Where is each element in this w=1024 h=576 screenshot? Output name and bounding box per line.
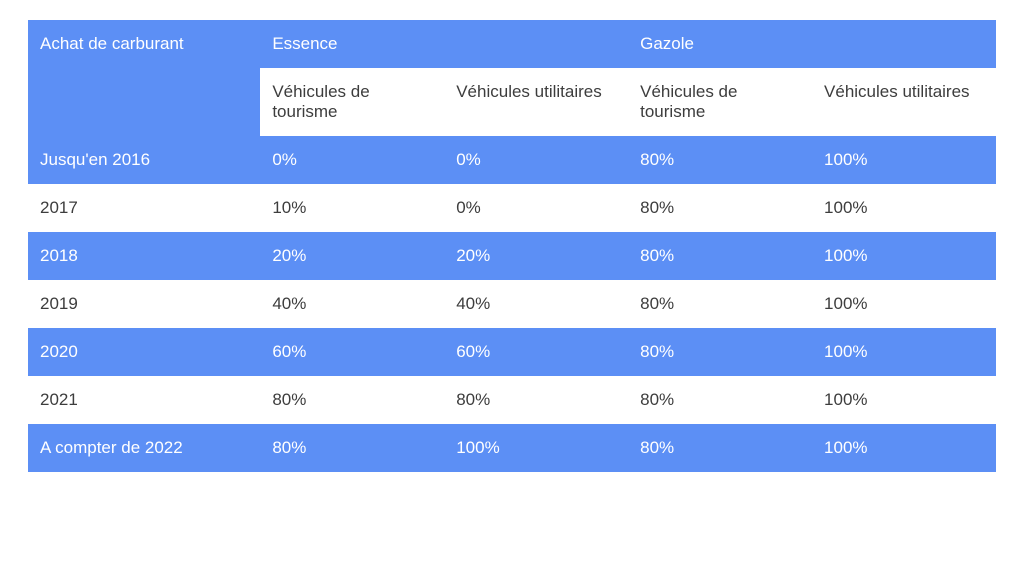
subheader-essence-tourisme: Véhicules de tourisme [260, 68, 444, 136]
table-row: 2021 80% 80% 80% 100% [28, 376, 996, 424]
table-row: 2018 20% 20% 80% 100% [28, 232, 996, 280]
cell-year: A compter de 2022 [28, 424, 260, 472]
cell-value: 80% [628, 376, 812, 424]
cell-value: 80% [628, 232, 812, 280]
cell-year: 2020 [28, 328, 260, 376]
cell-year: 2017 [28, 184, 260, 232]
cell-value: 0% [260, 136, 444, 184]
header-group-gazole: Gazole [628, 20, 996, 68]
header-corner: Achat de carburant [28, 20, 260, 136]
table-row: A compter de 2022 80% 100% 80% 100% [28, 424, 996, 472]
cell-year: 2018 [28, 232, 260, 280]
table-row: 2020 60% 60% 80% 100% [28, 328, 996, 376]
table-header: Achat de carburant Essence Gazole Véhicu… [28, 20, 996, 136]
cell-value: 80% [444, 376, 628, 424]
cell-value: 40% [444, 280, 628, 328]
cell-value: 20% [260, 232, 444, 280]
subheader-gazole-utilitaires: Véhicules utilitaires [812, 68, 996, 136]
cell-value: 80% [628, 328, 812, 376]
cell-value: 100% [444, 424, 628, 472]
cell-value: 0% [444, 136, 628, 184]
subheader-gazole-tourisme: Véhicules de tourisme [628, 68, 812, 136]
cell-value: 100% [812, 376, 996, 424]
cell-value: 20% [444, 232, 628, 280]
cell-year: 2021 [28, 376, 260, 424]
table-row: 2017 10% 0% 80% 100% [28, 184, 996, 232]
cell-value: 60% [444, 328, 628, 376]
cell-value: 80% [260, 424, 444, 472]
subheader-essence-utilitaires: Véhicules utilitaires [444, 68, 628, 136]
header-group-essence: Essence [260, 20, 628, 68]
fuel-tva-table: Achat de carburant Essence Gazole Véhicu… [28, 20, 996, 472]
cell-year: Jusqu'en 2016 [28, 136, 260, 184]
cell-value: 80% [628, 136, 812, 184]
cell-value: 80% [260, 376, 444, 424]
cell-value: 80% [628, 424, 812, 472]
cell-value: 0% [444, 184, 628, 232]
table-row: 2019 40% 40% 80% 100% [28, 280, 996, 328]
cell-value: 100% [812, 184, 996, 232]
cell-year: 2019 [28, 280, 260, 328]
cell-value: 100% [812, 424, 996, 472]
cell-value: 60% [260, 328, 444, 376]
cell-value: 100% [812, 232, 996, 280]
cell-value: 100% [812, 280, 996, 328]
table-row: Jusqu'en 2016 0% 0% 80% 100% [28, 136, 996, 184]
cell-value: 80% [628, 184, 812, 232]
cell-value: 40% [260, 280, 444, 328]
cell-value: 100% [812, 136, 996, 184]
cell-value: 10% [260, 184, 444, 232]
cell-value: 100% [812, 328, 996, 376]
table-body: Jusqu'en 2016 0% 0% 80% 100% 2017 10% 0%… [28, 136, 996, 472]
cell-value: 80% [628, 280, 812, 328]
